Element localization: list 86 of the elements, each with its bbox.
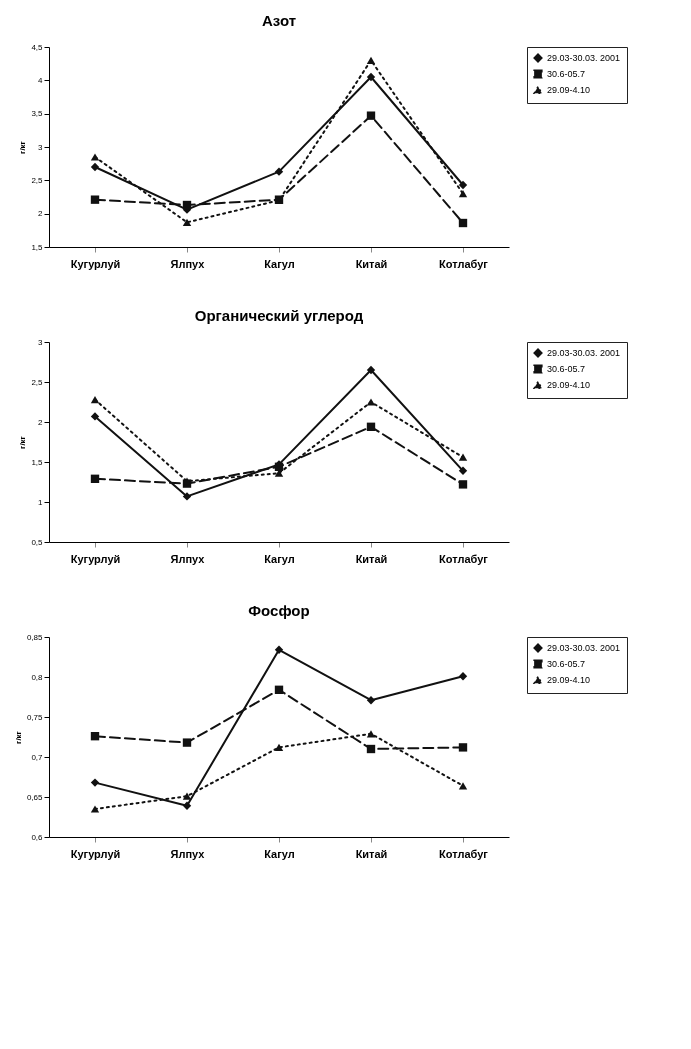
y-tick-label: 0,85 [26,632,44,642]
legend-label: 29.03-30.03. 2001 [547,53,621,63]
point [458,480,468,489]
point [90,195,100,204]
legend-label: 29.09-4.10 [547,675,591,685]
point [90,162,100,172]
point [182,492,192,501]
point [458,180,468,190]
point [90,395,100,404]
point [366,398,376,406]
point [458,672,468,681]
point [366,422,376,431]
x-tick-label: Кагул [264,257,295,270]
y-tick-label: 0,6 [31,832,44,842]
chart-title: Фосфор [248,602,310,619]
x-tick-label: Котлабуг [439,847,489,860]
point [182,218,192,226]
point [182,200,192,210]
y-axis-title: г/кг [13,730,23,744]
y-tick-label: 2,5 [31,377,44,387]
y-tick-label: 2 [38,417,44,427]
y-tick-label: 0,8 [31,672,44,682]
point [182,738,192,747]
legend-label: 30.6-05.7 [547,69,586,79]
y-tick-label: 0,75 [26,712,44,722]
point [274,645,284,654]
point [366,696,376,705]
point [458,218,468,228]
y-tick-label: 3 [38,337,44,347]
legend-label: 29.09-4.10 [547,380,591,390]
point [274,685,284,694]
x-tick-label: Кугурлуй [70,552,121,565]
x-tick-label: Кагул [264,847,295,860]
x-tick-label: Ялпух [170,847,206,860]
x-tick-label: Котлабуг [439,257,489,270]
y-axis-title: г/кг [18,140,28,154]
point [366,730,376,738]
x-tick-label: Китай [355,847,388,860]
y-tick-label: 1 [38,497,44,507]
y-tick-label: 0,7 [31,752,44,762]
point [366,56,376,64]
legend-label: 29.09-4.10 [547,85,591,95]
x-tick-label: Ялпух [170,257,206,270]
point [90,805,100,813]
y-tick-label: 2 [38,209,44,219]
x-tick-label: Кугурлуй [70,847,121,860]
y-tick-label: 3 [38,142,44,152]
y-tick-label: 4,5 [31,42,44,52]
point [90,153,100,161]
y-axis-title: г/кг [18,435,28,449]
x-tick-label: Кугурлуй [70,257,121,270]
legend-label: 30.6-05.7 [547,659,586,669]
x-tick-label: Китай [355,257,388,270]
y-tick-label: 4 [38,75,44,85]
chart-title: Органический углерод [194,307,364,324]
chart-title: Азот [261,12,297,29]
legend-label: 29.03-30.03. 2001 [547,348,621,358]
point [458,743,468,752]
x-tick-label: Кагул [264,552,295,565]
y-tick-label: 1,5 [31,242,44,252]
point [90,732,100,741]
point [182,801,192,810]
point [458,190,468,198]
y-tick-label: 0,5 [31,537,44,547]
point [182,792,192,800]
point [274,743,284,752]
point [366,744,376,754]
point [458,782,468,790]
point [366,111,376,120]
point [366,72,376,82]
point [90,474,100,483]
y-tick-label: 0,65 [26,792,44,802]
point [458,466,468,475]
y-tick-label: 2,5 [31,175,44,185]
point [458,453,468,461]
point [274,167,284,176]
point [90,778,100,787]
legend-label: 30.6-05.7 [547,364,586,374]
x-tick-label: Ялпух [170,552,206,565]
y-tick-label: 3,5 [31,109,44,119]
x-tick-label: Котлабуг [439,552,489,565]
point [366,365,376,375]
point [90,412,100,421]
x-tick-label: Китай [355,552,388,565]
legend-label: 29.03-30.03. 2001 [547,643,621,653]
y-tick-label: 1,5 [31,457,44,467]
